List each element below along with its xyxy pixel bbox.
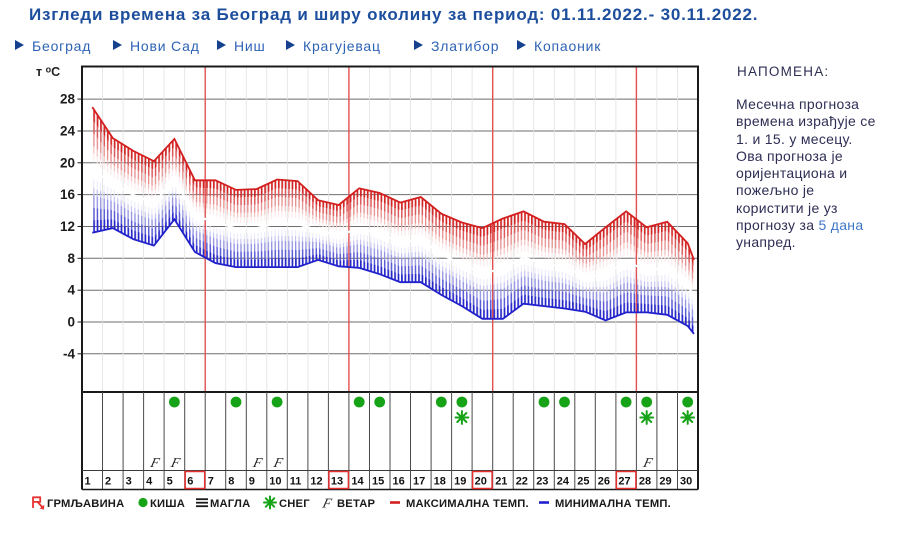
svg-text:F: F	[320, 496, 334, 511]
svg-text:15: 15	[372, 476, 384, 488]
svg-text:1: 1	[85, 476, 91, 488]
svg-text:26: 26	[598, 476, 610, 488]
svg-text:30: 30	[680, 476, 692, 488]
svg-text:МАКСИМАЛНА ТЕМП.: МАКСИМАЛНА ТЕМП.	[406, 498, 529, 510]
svg-text:6: 6	[187, 476, 193, 488]
svg-text:20: 20	[60, 155, 75, 170]
svg-text:28: 28	[639, 476, 651, 488]
svg-text:F: F	[271, 455, 285, 470]
svg-text:12: 12	[60, 219, 75, 234]
svg-text:24: 24	[557, 476, 570, 488]
svg-text:12: 12	[310, 476, 322, 488]
svg-text:F: F	[169, 455, 183, 470]
svg-text:13: 13	[331, 476, 343, 488]
svg-text:19: 19	[454, 476, 466, 488]
svg-text:F: F	[251, 455, 265, 470]
svg-text:-4: -4	[63, 346, 75, 361]
svg-text:28: 28	[60, 92, 76, 107]
svg-text:24: 24	[60, 124, 76, 139]
svg-text:16: 16	[60, 187, 76, 202]
svg-text:ГРМЉАВИНА: ГРМЉАВИНА	[47, 498, 124, 510]
svg-text:17: 17	[413, 476, 425, 488]
svg-text:7: 7	[208, 476, 214, 488]
svg-text:8: 8	[228, 476, 234, 488]
svg-text:F: F	[148, 455, 162, 470]
svg-text:9: 9	[249, 476, 255, 488]
svg-text:МАГЛА: МАГЛА	[210, 498, 250, 510]
svg-text:0: 0	[67, 315, 75, 330]
svg-text:23: 23	[536, 476, 548, 488]
svg-text:27: 27	[618, 476, 630, 488]
svg-text:F: F	[641, 455, 655, 470]
svg-text:СНЕГ: СНЕГ	[279, 498, 310, 510]
svg-text:21: 21	[495, 476, 507, 488]
svg-text:ВЕТАР: ВЕТАР	[337, 498, 376, 510]
svg-text:29: 29	[659, 476, 671, 488]
svg-text:4: 4	[146, 476, 153, 488]
svg-text:10: 10	[269, 476, 281, 488]
svg-text:т оС: т оС	[36, 65, 60, 80]
svg-text:22: 22	[516, 476, 528, 488]
svg-text:4: 4	[67, 283, 75, 298]
svg-text:18: 18	[434, 476, 446, 488]
svg-text:МИНИМАЛНА ТЕМП.: МИНИМАЛНА ТЕМП.	[555, 498, 671, 510]
svg-text:8: 8	[67, 251, 75, 266]
svg-text:11: 11	[290, 476, 302, 488]
svg-text:2: 2	[105, 476, 111, 488]
svg-text:КИША: КИША	[150, 498, 185, 510]
svg-text:14: 14	[351, 476, 364, 488]
svg-text:20: 20	[475, 476, 487, 488]
svg-text:5: 5	[167, 476, 173, 488]
svg-text:25: 25	[577, 476, 589, 488]
svg-text:16: 16	[393, 476, 405, 488]
svg-text:3: 3	[126, 476, 132, 488]
